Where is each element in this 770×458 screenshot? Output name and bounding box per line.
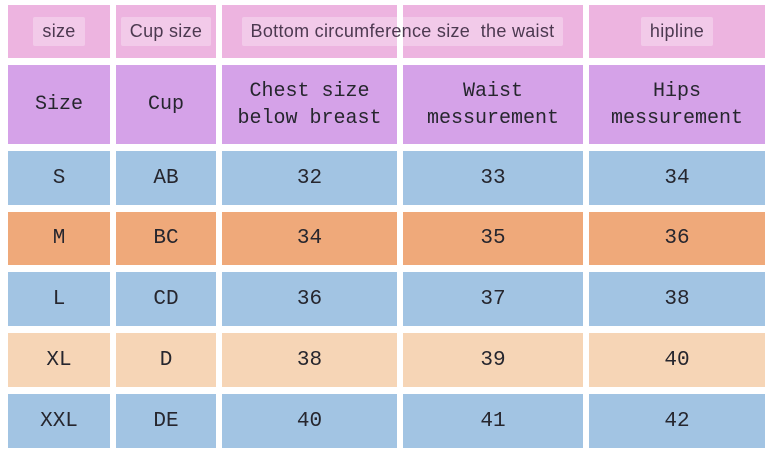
- value-cup-s: AB: [153, 166, 179, 190]
- subheader-label-waist: Waist messurement: [427, 78, 559, 132]
- header-cell-size: size: [8, 5, 110, 58]
- value-size-l: L: [52, 287, 66, 311]
- cell-cup-m: BC: [116, 212, 216, 265]
- cell-chest-m: 34: [222, 212, 397, 265]
- value-size-xxl: XXL: [40, 409, 78, 433]
- cell-waist-l: 37: [403, 272, 583, 326]
- subheader-cell-size: Size: [8, 65, 110, 144]
- subheader-label-hips: Hips messurement: [611, 78, 743, 132]
- value-cup-m: BC: [153, 227, 179, 250]
- cell-size-m: M: [8, 212, 110, 265]
- value-hips-xxl: 42: [664, 409, 690, 433]
- value-hips-xl: 40: [664, 348, 690, 372]
- cell-hips-m: 36: [589, 212, 765, 265]
- value-waist-xl: 39: [480, 348, 506, 372]
- value-waist-xxl: 41: [480, 409, 506, 433]
- subheader-label-cup: Cup: [147, 93, 184, 116]
- cell-hips-s: 34: [589, 151, 765, 205]
- subheader-chest-line2: below breast: [237, 106, 382, 130]
- value-hips-l: 38: [664, 287, 690, 311]
- value-hips-m: 36: [664, 227, 690, 250]
- value-chest-xxl: 40: [296, 409, 323, 433]
- value-cup-l: CD: [153, 287, 179, 311]
- value-waist-l: 37: [480, 287, 506, 311]
- subheader-cell-waist: Waist messurement: [403, 65, 583, 144]
- size-chart-grid: size Cup size Bottom circumference size …: [8, 5, 765, 448]
- cell-size-l: L: [8, 272, 110, 326]
- cell-size-s: S: [8, 151, 110, 205]
- value-size-xl: XL: [46, 348, 72, 372]
- cell-waist-xl: 39: [403, 333, 583, 387]
- cell-waist-m: 35: [403, 212, 583, 265]
- value-size-s: S: [52, 166, 66, 190]
- header-cell-hipline: hipline: [589, 5, 765, 58]
- subheader-chest-line1: Chest size: [249, 79, 370, 103]
- cell-chest-s: 32: [222, 151, 397, 205]
- value-waist-s: 33: [480, 166, 506, 190]
- value-size-m: M: [52, 227, 66, 250]
- cell-chest-xxl: 40: [222, 394, 397, 448]
- cell-waist-s: 33: [403, 151, 583, 205]
- value-hips-s: 34: [664, 166, 690, 190]
- cell-hips-l: 38: [589, 272, 765, 326]
- value-cup-xxl: DE: [153, 409, 179, 433]
- cell-chest-xl: 38: [222, 333, 397, 387]
- cell-waist-xxl: 41: [403, 394, 583, 448]
- subheader-waist-line2: messurement: [426, 106, 560, 130]
- header-label-cup-size: Cup size: [120, 17, 212, 46]
- cell-cup-l: CD: [116, 272, 216, 326]
- subheader-cell-chest: Chest size below breast: [222, 65, 397, 144]
- subheader-cell-cup: Cup: [116, 65, 216, 144]
- header-label-hipline: hipline: [640, 17, 714, 46]
- value-waist-m: 35: [480, 227, 506, 250]
- cell-hips-xl: 40: [589, 333, 765, 387]
- value-chest-s: 32: [296, 166, 323, 190]
- header-cell-cup-size: Cup size: [116, 5, 216, 58]
- subheader-hips-line2: messurement: [610, 106, 744, 130]
- cell-cup-xl: D: [116, 333, 216, 387]
- cell-hips-xxl: 42: [589, 394, 765, 448]
- subheader-cell-hips: Hips messurement: [589, 65, 765, 144]
- subheader-label-size: Size: [34, 93, 83, 116]
- cell-size-xxl: XXL: [8, 394, 110, 448]
- subheader-label-chest: Chest size below breast: [237, 78, 381, 132]
- value-chest-xl: 38: [296, 348, 323, 372]
- cell-cup-xxl: DE: [116, 394, 216, 448]
- cell-cup-s: AB: [116, 151, 216, 205]
- header-cell-bottom-circumference-right: [403, 5, 583, 58]
- header-label-size: size: [33, 17, 85, 46]
- subheader-waist-line1: Waist: [462, 79, 523, 103]
- cell-chest-l: 36: [222, 272, 397, 326]
- header-cell-bottom-circumference-left: [222, 5, 397, 58]
- subheader-hips-line1: Hips: [652, 79, 701, 103]
- cell-size-xl: XL: [8, 333, 110, 387]
- value-cup-xl: D: [159, 348, 173, 372]
- value-chest-m: 34: [296, 227, 323, 250]
- value-chest-l: 36: [296, 287, 323, 311]
